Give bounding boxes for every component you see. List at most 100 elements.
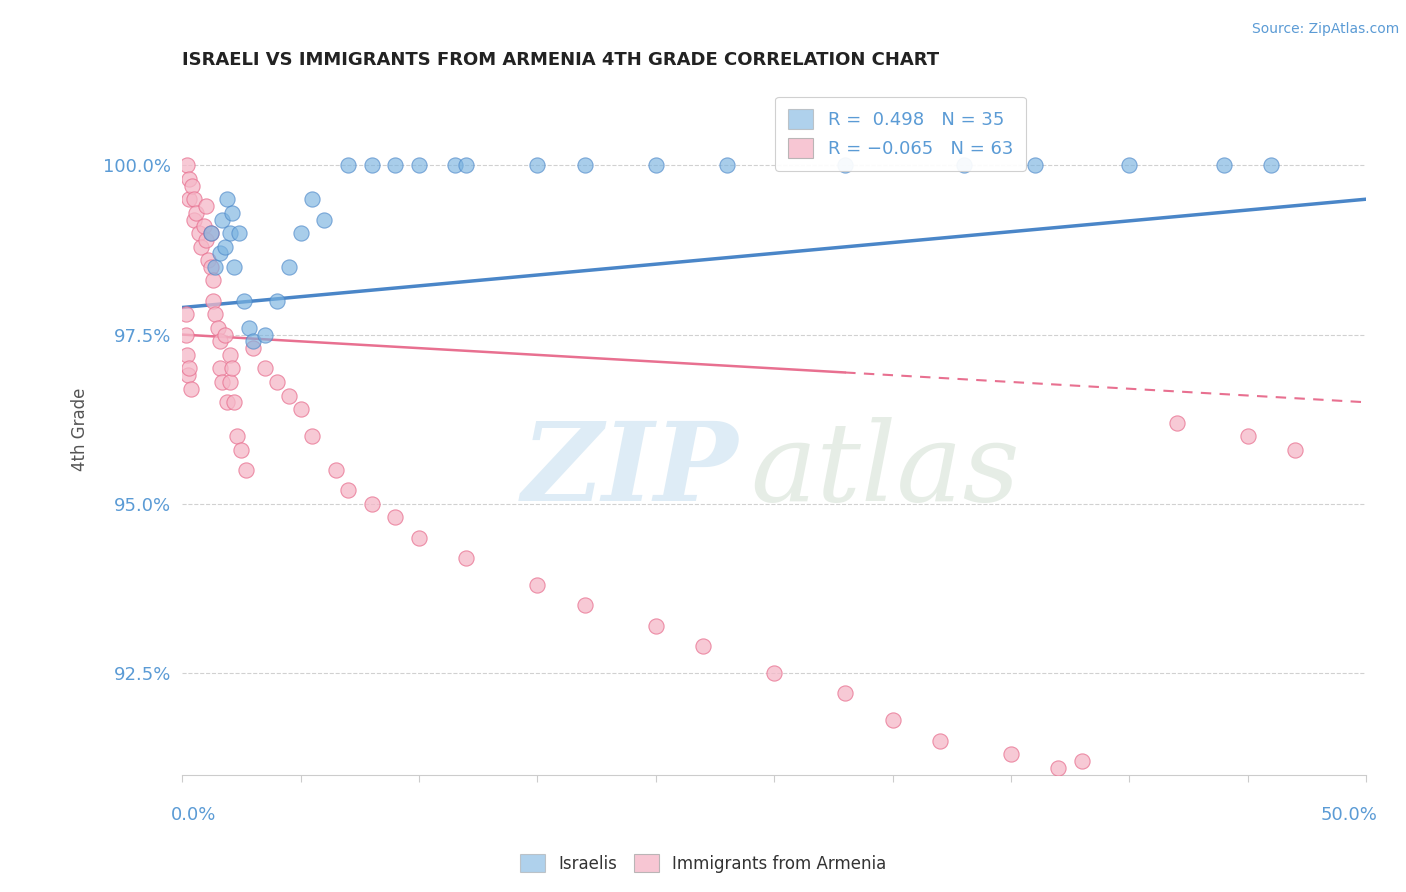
Point xyxy=(204,260,226,274)
Point xyxy=(277,388,299,402)
Text: 50.0%: 50.0% xyxy=(1322,805,1378,823)
Point xyxy=(834,686,856,700)
Point xyxy=(177,368,200,383)
Point xyxy=(716,158,738,172)
Point xyxy=(1213,158,1236,172)
Point xyxy=(186,205,208,219)
Point xyxy=(224,395,246,409)
Point xyxy=(194,199,217,213)
Point xyxy=(301,192,323,206)
Point xyxy=(209,246,232,260)
Point xyxy=(456,158,478,172)
Text: Source: ZipAtlas.com: Source: ZipAtlas.com xyxy=(1251,22,1399,37)
Point xyxy=(882,714,904,728)
Point xyxy=(1284,442,1306,457)
Point xyxy=(238,321,260,335)
Point xyxy=(235,463,257,477)
Point xyxy=(228,226,250,240)
Point xyxy=(384,158,406,172)
Point xyxy=(290,226,312,240)
Point xyxy=(360,158,382,172)
Legend: R =  0.498   N = 35, R = −0.065   N = 63: R = 0.498 N = 35, R = −0.065 N = 63 xyxy=(775,96,1025,170)
Point xyxy=(176,158,198,172)
Point xyxy=(187,226,209,240)
Point xyxy=(200,226,222,240)
Point xyxy=(574,158,596,172)
Point xyxy=(174,327,197,342)
Point xyxy=(211,212,233,227)
Point xyxy=(218,348,240,362)
Point xyxy=(1071,754,1094,768)
Point xyxy=(266,293,288,308)
Point xyxy=(176,348,198,362)
Point xyxy=(1118,158,1140,172)
Point xyxy=(221,361,243,376)
Point xyxy=(180,178,202,193)
Point xyxy=(336,158,359,172)
Point xyxy=(1236,429,1258,443)
Point xyxy=(217,395,239,409)
Point xyxy=(314,212,336,227)
Point xyxy=(644,158,666,172)
Point xyxy=(242,334,264,349)
Point xyxy=(456,551,478,566)
Point xyxy=(834,158,856,172)
Point xyxy=(1260,158,1282,172)
Text: ZIP: ZIP xyxy=(522,417,738,524)
Point xyxy=(301,429,323,443)
Point xyxy=(1000,747,1022,762)
Point xyxy=(225,429,247,443)
Point xyxy=(183,212,205,227)
Point xyxy=(763,666,786,681)
Point xyxy=(290,402,312,417)
Point xyxy=(221,205,243,219)
Point xyxy=(209,334,232,349)
Point xyxy=(360,497,382,511)
Text: atlas: atlas xyxy=(751,417,1021,524)
Point xyxy=(190,239,212,253)
Point xyxy=(217,192,239,206)
Point xyxy=(336,483,359,498)
Point xyxy=(193,219,215,234)
Point xyxy=(224,260,246,274)
Point xyxy=(325,463,347,477)
Point xyxy=(197,253,219,268)
Point xyxy=(204,307,226,321)
Point xyxy=(231,442,253,457)
Point xyxy=(200,226,222,240)
Point xyxy=(232,293,254,308)
Point xyxy=(408,531,430,545)
Point xyxy=(384,510,406,524)
Point xyxy=(1047,761,1070,775)
Y-axis label: 4th Grade: 4th Grade xyxy=(72,388,89,471)
Point xyxy=(209,361,232,376)
Point xyxy=(194,233,217,247)
Legend: Israelis, Immigrants from Armenia: Israelis, Immigrants from Armenia xyxy=(513,847,893,880)
Point xyxy=(179,172,201,186)
Point xyxy=(574,599,596,613)
Point xyxy=(200,260,222,274)
Point xyxy=(214,327,236,342)
Point xyxy=(179,192,201,206)
Text: 0.0%: 0.0% xyxy=(170,805,215,823)
Point xyxy=(211,375,233,389)
Point xyxy=(526,578,548,592)
Point xyxy=(202,273,225,287)
Point xyxy=(1024,158,1046,172)
Point xyxy=(180,382,202,396)
Point xyxy=(214,239,236,253)
Point xyxy=(526,158,548,172)
Point xyxy=(202,293,225,308)
Point xyxy=(1166,416,1188,430)
Point xyxy=(218,226,240,240)
Point xyxy=(183,192,205,206)
Point xyxy=(408,158,430,172)
Point xyxy=(179,361,201,376)
Point xyxy=(928,733,950,747)
Point xyxy=(277,260,299,274)
Text: ISRAELI VS IMMIGRANTS FROM ARMENIA 4TH GRADE CORRELATION CHART: ISRAELI VS IMMIGRANTS FROM ARMENIA 4TH G… xyxy=(183,51,939,69)
Point xyxy=(266,375,288,389)
Point xyxy=(207,321,229,335)
Point xyxy=(644,618,666,632)
Point xyxy=(952,158,974,172)
